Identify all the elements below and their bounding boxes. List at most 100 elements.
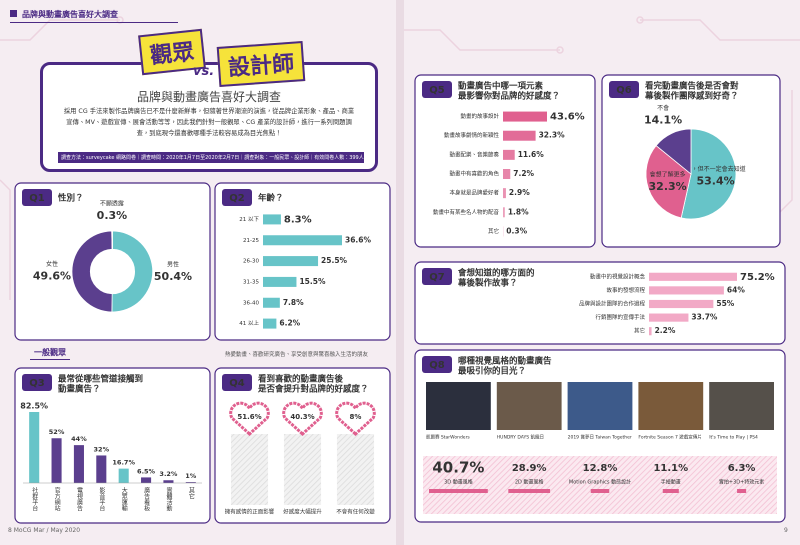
- category-label: 好感度大幅提升: [283, 508, 322, 516]
- slice-label: 不願透露: [100, 200, 124, 208]
- folio: 8 MoCG Mar / May 2020: [8, 527, 81, 534]
- panel: [414, 74, 596, 248]
- value-label: 43.6%: [550, 112, 585, 123]
- image-placeholder: [426, 382, 491, 430]
- section-note: 熱愛動畫、喜歡研究廣告、享受創意與驚喜融入生活的朋友: [225, 352, 369, 358]
- question-title: 最吸引你的目光？: [458, 366, 526, 377]
- category-label: 電視廣告: [75, 487, 82, 512]
- value-label: 32.3%: [539, 131, 566, 140]
- category-label: 實體活動: [165, 486, 172, 512]
- image-caption: It's Time to Play | PS4: [709, 435, 758, 441]
- category-label: 動畫中有某些名人物的配音: [433, 208, 500, 216]
- slice-label: 不會: [657, 104, 669, 112]
- q-badge: [22, 374, 52, 391]
- bar: [503, 207, 505, 218]
- category-label: 31-35: [243, 279, 259, 285]
- value-label: 44%: [71, 435, 87, 443]
- category-label: 品牌與設計團隊的合作過程: [579, 300, 646, 308]
- title-vs: vs.: [193, 64, 215, 79]
- value-label: 33.7%: [691, 313, 718, 322]
- image-placeholder: [567, 382, 633, 430]
- category-label: Motion Graphics 動態設計: [569, 479, 631, 486]
- bar: [429, 489, 488, 493]
- heart: [282, 401, 323, 437]
- pie-slice: [71, 230, 113, 313]
- value-label: 55%: [716, 299, 734, 308]
- header-tag: 品牌與動畫廣告喜好大調查: [10, 9, 178, 23]
- category-label: 社群平台: [31, 486, 38, 512]
- value-label: 36.6%: [345, 235, 372, 244]
- stripe-column: [283, 434, 322, 505]
- gutter: [396, 0, 404, 545]
- value-label: 53.4%: [697, 175, 735, 188]
- circuit-decoration: [0, 16, 800, 300]
- category-label: 其它: [187, 486, 194, 499]
- q-badge: [222, 374, 252, 391]
- bar: [263, 276, 297, 287]
- question-title: 幕後製作團隊感到好奇？: [644, 91, 739, 102]
- category-label: 41 以上: [239, 319, 259, 327]
- value-label: 82.5%: [20, 402, 48, 411]
- q-number: Q3: [29, 378, 45, 389]
- value-label: 0.3%: [506, 226, 527, 235]
- value-label: 11.1%: [653, 463, 688, 474]
- value-label: 1.8%: [508, 207, 529, 216]
- category-label: 擁有感情的正面影響: [225, 508, 275, 516]
- stripe-column: [336, 434, 375, 505]
- value-label: 25.5%: [321, 256, 348, 265]
- q-badge: [422, 356, 452, 373]
- value-label: 40.3%: [290, 413, 314, 421]
- q-badge: [222, 189, 252, 206]
- category-label: 21 以下: [239, 216, 259, 223]
- panel: [14, 367, 211, 524]
- bar: [649, 272, 737, 281]
- value-label: 52%: [49, 428, 65, 436]
- bar: [141, 477, 152, 483]
- section-label: 一般觀眾: [30, 347, 70, 360]
- bar: [649, 286, 724, 295]
- value-label: 1%: [185, 472, 197, 480]
- heart: [229, 401, 270, 437]
- title-badge: 設計師: [216, 41, 306, 87]
- bar: [51, 438, 62, 483]
- value-label: 2.9%: [509, 188, 530, 197]
- subtitle: 品牌與動畫廣告喜好大調查: [136, 90, 281, 104]
- category-label: 21-25: [243, 238, 259, 244]
- bar: [263, 235, 342, 246]
- value-label: 8.3%: [284, 214, 312, 225]
- value-label: 2.2%: [655, 326, 676, 335]
- image-caption: Fortnite Season 7 遊戲宣傳片: [638, 434, 701, 441]
- q-badge: [22, 189, 52, 206]
- q-number: Q4: [229, 378, 245, 389]
- category-label: 動畫中有喜歡的角色: [449, 170, 499, 178]
- category-label: 26-30: [243, 259, 259, 265]
- value-label: 0.3%: [97, 209, 128, 222]
- question-title: 看完動畫廣告後是否會對: [644, 81, 739, 92]
- image-placeholder: [709, 382, 774, 430]
- bar: [662, 489, 679, 493]
- value-label: 11.6%: [518, 150, 545, 159]
- category-label: 行銷團隊的宣傳手法: [595, 313, 645, 321]
- value-label: 16.7%: [112, 459, 135, 467]
- pie-slice: [111, 230, 113, 250]
- value-label: 6.3%: [728, 463, 756, 474]
- value-label: 32.3%: [649, 180, 687, 193]
- category-label: 廣告看板: [143, 486, 150, 512]
- panel: [414, 261, 786, 345]
- bar: [590, 489, 610, 493]
- image-placeholder: [496, 382, 562, 430]
- slice-label: 會，但不一定會去知道: [686, 165, 746, 173]
- bar: [649, 327, 652, 336]
- q-badge: [422, 81, 452, 98]
- category-label: 實拍+3D+特效元素: [719, 479, 764, 486]
- value-label: 15.5%: [299, 277, 326, 286]
- question-title: 動畫廣告？: [58, 384, 101, 395]
- category-label: 官方網站: [53, 486, 60, 512]
- bar: [263, 214, 281, 225]
- value-label: 32%: [94, 445, 110, 453]
- q-badge: [609, 81, 639, 98]
- category-label: 手繪動畫: [661, 479, 681, 486]
- image-caption: 2019 賞夢日 Taiwan Together: [568, 434, 632, 441]
